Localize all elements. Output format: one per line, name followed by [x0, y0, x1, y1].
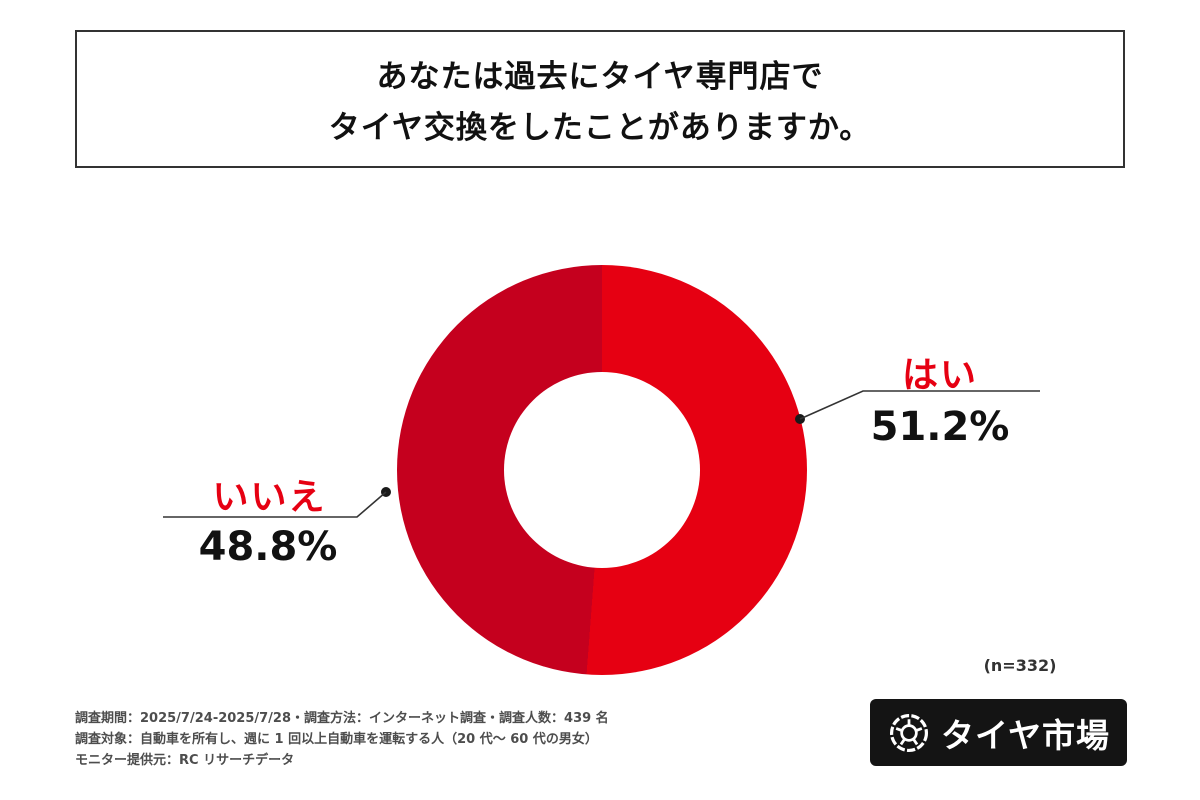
tire-icon [889, 713, 929, 752]
page-title-line2: タイヤ交換をしたことがありますか。 [328, 110, 872, 146]
title-box: あなたは過去にタイヤ専門店で タイヤ交換をしたことがありますか。 [75, 30, 1125, 168]
donut-chart [397, 265, 807, 675]
callout-label-no: いいえ [212, 477, 327, 518]
brand-logo: タイヤ市場 [870, 699, 1127, 766]
footnote-line2: 調査対象：自動車を所有し、週に 1 回以上自動車を運転する人（20 代〜 60 … [75, 732, 598, 748]
callout-value-no: 48.8% [198, 524, 338, 570]
survey-footnotes: 調査期間：2025/7/24-2025/7/28・調査方法：インターネット調査・… [75, 708, 609, 771]
brand-logo-text: タイヤ市場 [940, 715, 1110, 755]
callout-dot-no [381, 487, 391, 497]
donut-hole [504, 372, 700, 568]
sample-size-note: (n=332) [983, 656, 1057, 675]
footnote-line3: モニター提供元：RC リサーチデータ [75, 753, 295, 769]
page-title-line1: あなたは過去にタイヤ専門店で [376, 59, 824, 95]
callout-label-yes: はい [901, 355, 978, 396]
callout-value-yes: 51.2% [870, 404, 1010, 450]
footnote-line1: 調査期間：2025/7/24-2025/7/28・調査方法：インターネット調査・… [75, 711, 609, 726]
